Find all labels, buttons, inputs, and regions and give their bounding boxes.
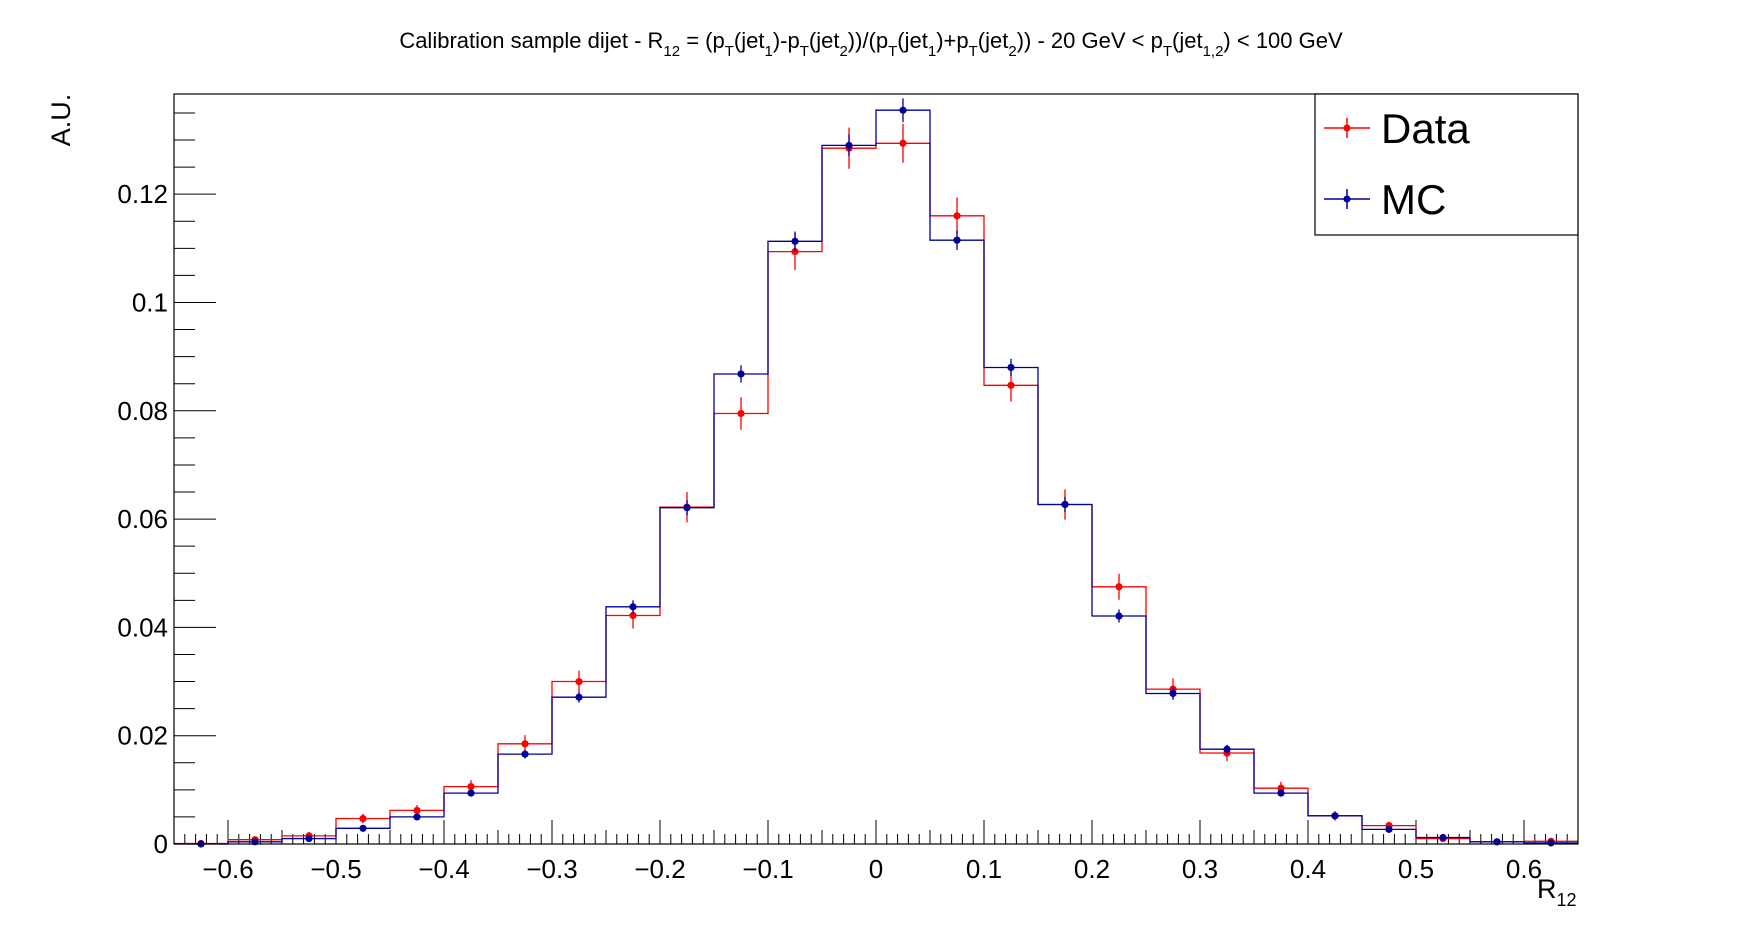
mc-data-point	[521, 750, 529, 758]
x-tick-label: −0.4	[418, 854, 469, 884]
mc-data-point	[845, 141, 853, 150]
mc-data-point	[1115, 612, 1123, 620]
x-tick-label: 0.3	[1182, 854, 1218, 884]
mc-data-point	[1439, 833, 1447, 842]
mc-data-point	[791, 237, 799, 245]
mc-data-point	[1061, 500, 1069, 509]
mc-data-point	[629, 603, 637, 611]
y-tick-label: 0.08	[117, 396, 168, 426]
x-axis-label: R12	[1537, 874, 1577, 910]
mc-data-point	[953, 236, 961, 244]
x-tick-label: −0.1	[742, 854, 793, 884]
y-axis-label: A.U.	[46, 94, 76, 147]
legend-data-marker	[1343, 124, 1351, 132]
mc-data-point	[1169, 689, 1177, 698]
mc-data-point	[737, 370, 745, 378]
data-data-point	[413, 806, 421, 815]
x-tick-label: 0.1	[966, 854, 1002, 884]
data-data-point	[359, 814, 367, 823]
data-data-point	[899, 139, 907, 147]
mc-data-point	[1007, 363, 1015, 372]
y-tick-label: 0.04	[117, 612, 168, 642]
mc-data-point	[467, 789, 475, 797]
y-tick-label: 0.1	[132, 287, 168, 317]
data-data-point	[575, 677, 583, 686]
data-data-point	[467, 782, 475, 791]
x-tick-label: −0.5	[310, 854, 361, 884]
x-tick-label: 0	[869, 854, 883, 884]
mc-data-point	[1547, 839, 1555, 847]
mc-data-point	[683, 504, 691, 512]
legend-mc-label: MC	[1381, 176, 1446, 223]
x-tick-label: 0.5	[1398, 854, 1434, 884]
mc-data-point	[1223, 745, 1231, 753]
data-data-point	[521, 740, 529, 748]
y-tick-label: 0	[154, 829, 168, 859]
mc-data-point	[1331, 812, 1339, 820]
data-data-point	[629, 611, 637, 620]
x-tick-label: 0.6	[1506, 854, 1542, 884]
data-data-point	[953, 212, 961, 220]
x-tick-label: 0.2	[1074, 854, 1110, 884]
legend-data-label: Data	[1381, 105, 1470, 152]
mc-data-point	[899, 106, 907, 114]
y-axis-ticks: 0 0.02 0.04 0.06 0.08 0.1 0.12	[117, 112, 216, 859]
data-data-point	[737, 409, 745, 418]
series-layer	[174, 98, 1578, 848]
mc-data-point	[1277, 789, 1285, 797]
data-data-point	[1115, 583, 1123, 591]
legend-box	[1314, 93, 1579, 236]
x-tick-label: −0.3	[526, 854, 577, 884]
mc-data-point	[305, 834, 313, 843]
y-tick-label: 0.12	[117, 179, 168, 209]
data-step-line	[174, 142, 1578, 845]
y-tick-label: 0.06	[117, 504, 168, 534]
data-data-point	[791, 247, 799, 256]
mc-data-point	[575, 693, 583, 701]
data-data-point	[1007, 381, 1015, 389]
legend-mc-marker	[1343, 195, 1351, 203]
x-tick-label: −0.2	[634, 854, 685, 884]
y-tick-label: 0.02	[117, 721, 168, 751]
legend: Data MC	[1314, 93, 1579, 236]
mc-data-point	[1385, 825, 1393, 833]
mc-data-point	[359, 824, 367, 832]
x-axis-ticks: −0.6 −0.5 −0.4 −0.3 −0.2 −0.1 0 0.1 0.2 0.3 0.4 0.5…	[173, 820, 1579, 884]
x-tick-label: 0.4	[1290, 854, 1326, 884]
mc-data-point	[413, 813, 421, 821]
plot-frame	[173, 93, 1579, 845]
x-tick-label: −0.6	[202, 854, 253, 884]
chart-title: Calibration sample dijet - R12 = (pT(jet…	[399, 28, 1343, 60]
